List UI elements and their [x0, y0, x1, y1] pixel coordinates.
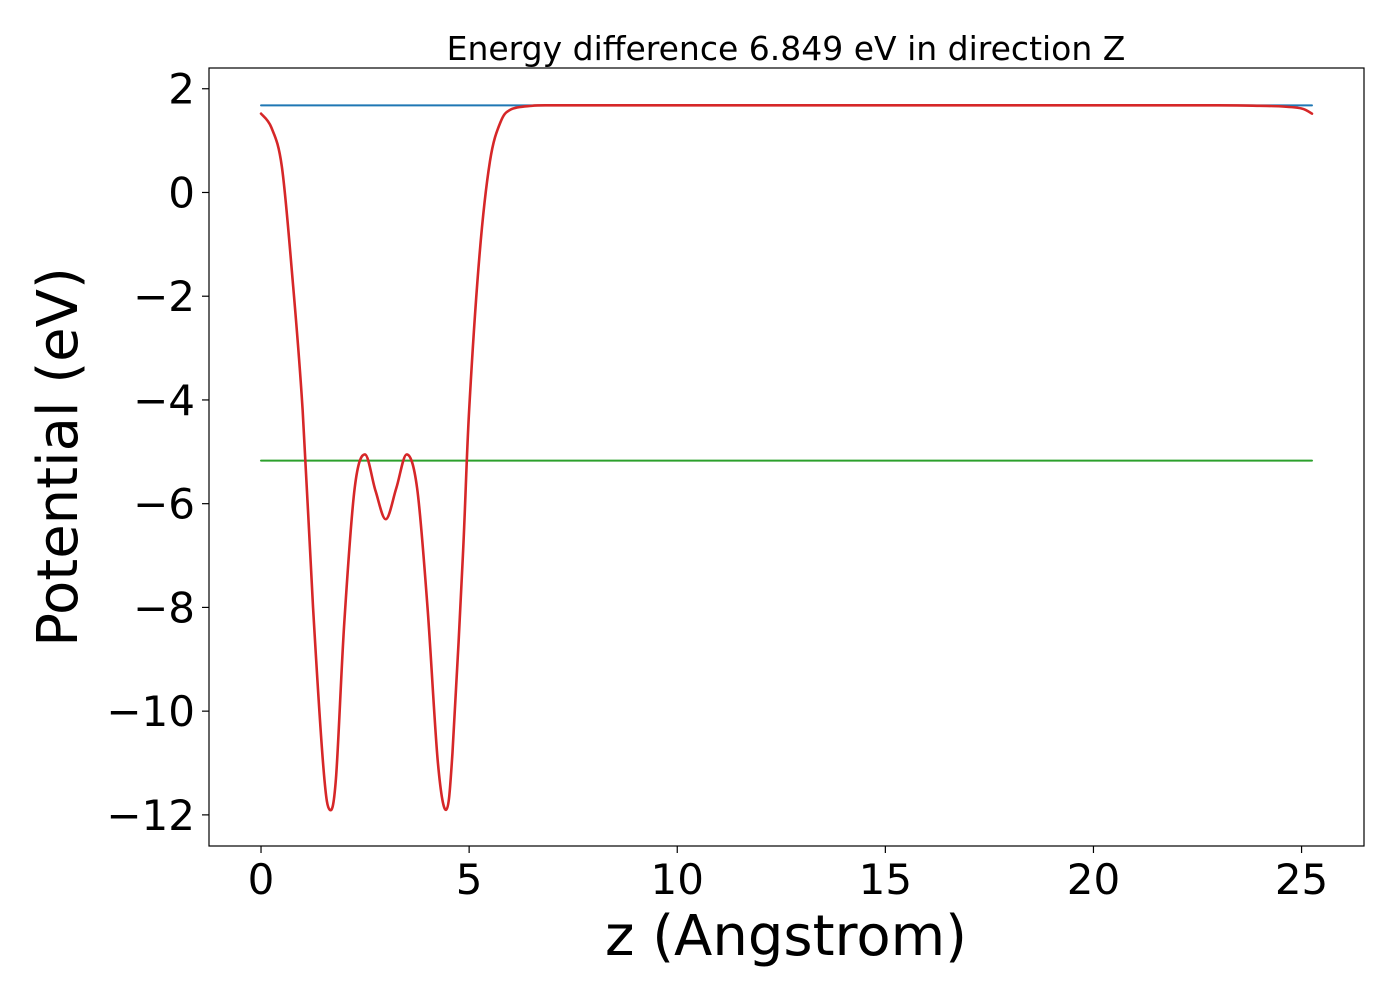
x-tick-label: 10: [651, 855, 704, 904]
x-tick-label: 25: [1275, 855, 1328, 904]
plot-frame: [208, 67, 1365, 847]
y-axis-title: Potential (eV): [26, 267, 91, 647]
x-axis-title: z (Angstrom): [605, 904, 967, 969]
y-tick-label: −8: [133, 583, 195, 632]
x-tick-label: 0: [248, 855, 275, 904]
series-line-2: [259, 104, 1314, 812]
y-tick-label: 0: [168, 168, 195, 217]
y-tick-label: −4: [133, 376, 195, 425]
plot-area: [209, 68, 1364, 846]
series-layer: [259, 104, 1314, 812]
y-tick-label: −10: [106, 687, 195, 736]
y-ticks: 2 0 −2 −4 −6 −8 −10 −12: [106, 65, 209, 840]
x-tick-label: 15: [859, 855, 912, 904]
x-tick-label: 20: [1067, 855, 1120, 904]
x-ticks: 0 5 10 15 20 25: [248, 846, 1328, 904]
x-tick-label: 5: [456, 855, 483, 904]
y-tick-label: −2: [133, 272, 195, 321]
y-tick-label: 2: [168, 65, 195, 114]
y-tick-label: −6: [133, 480, 195, 529]
chart-title: Energy difference 6.849 eV in direction …: [447, 29, 1126, 68]
y-tick-label: −12: [106, 791, 195, 840]
